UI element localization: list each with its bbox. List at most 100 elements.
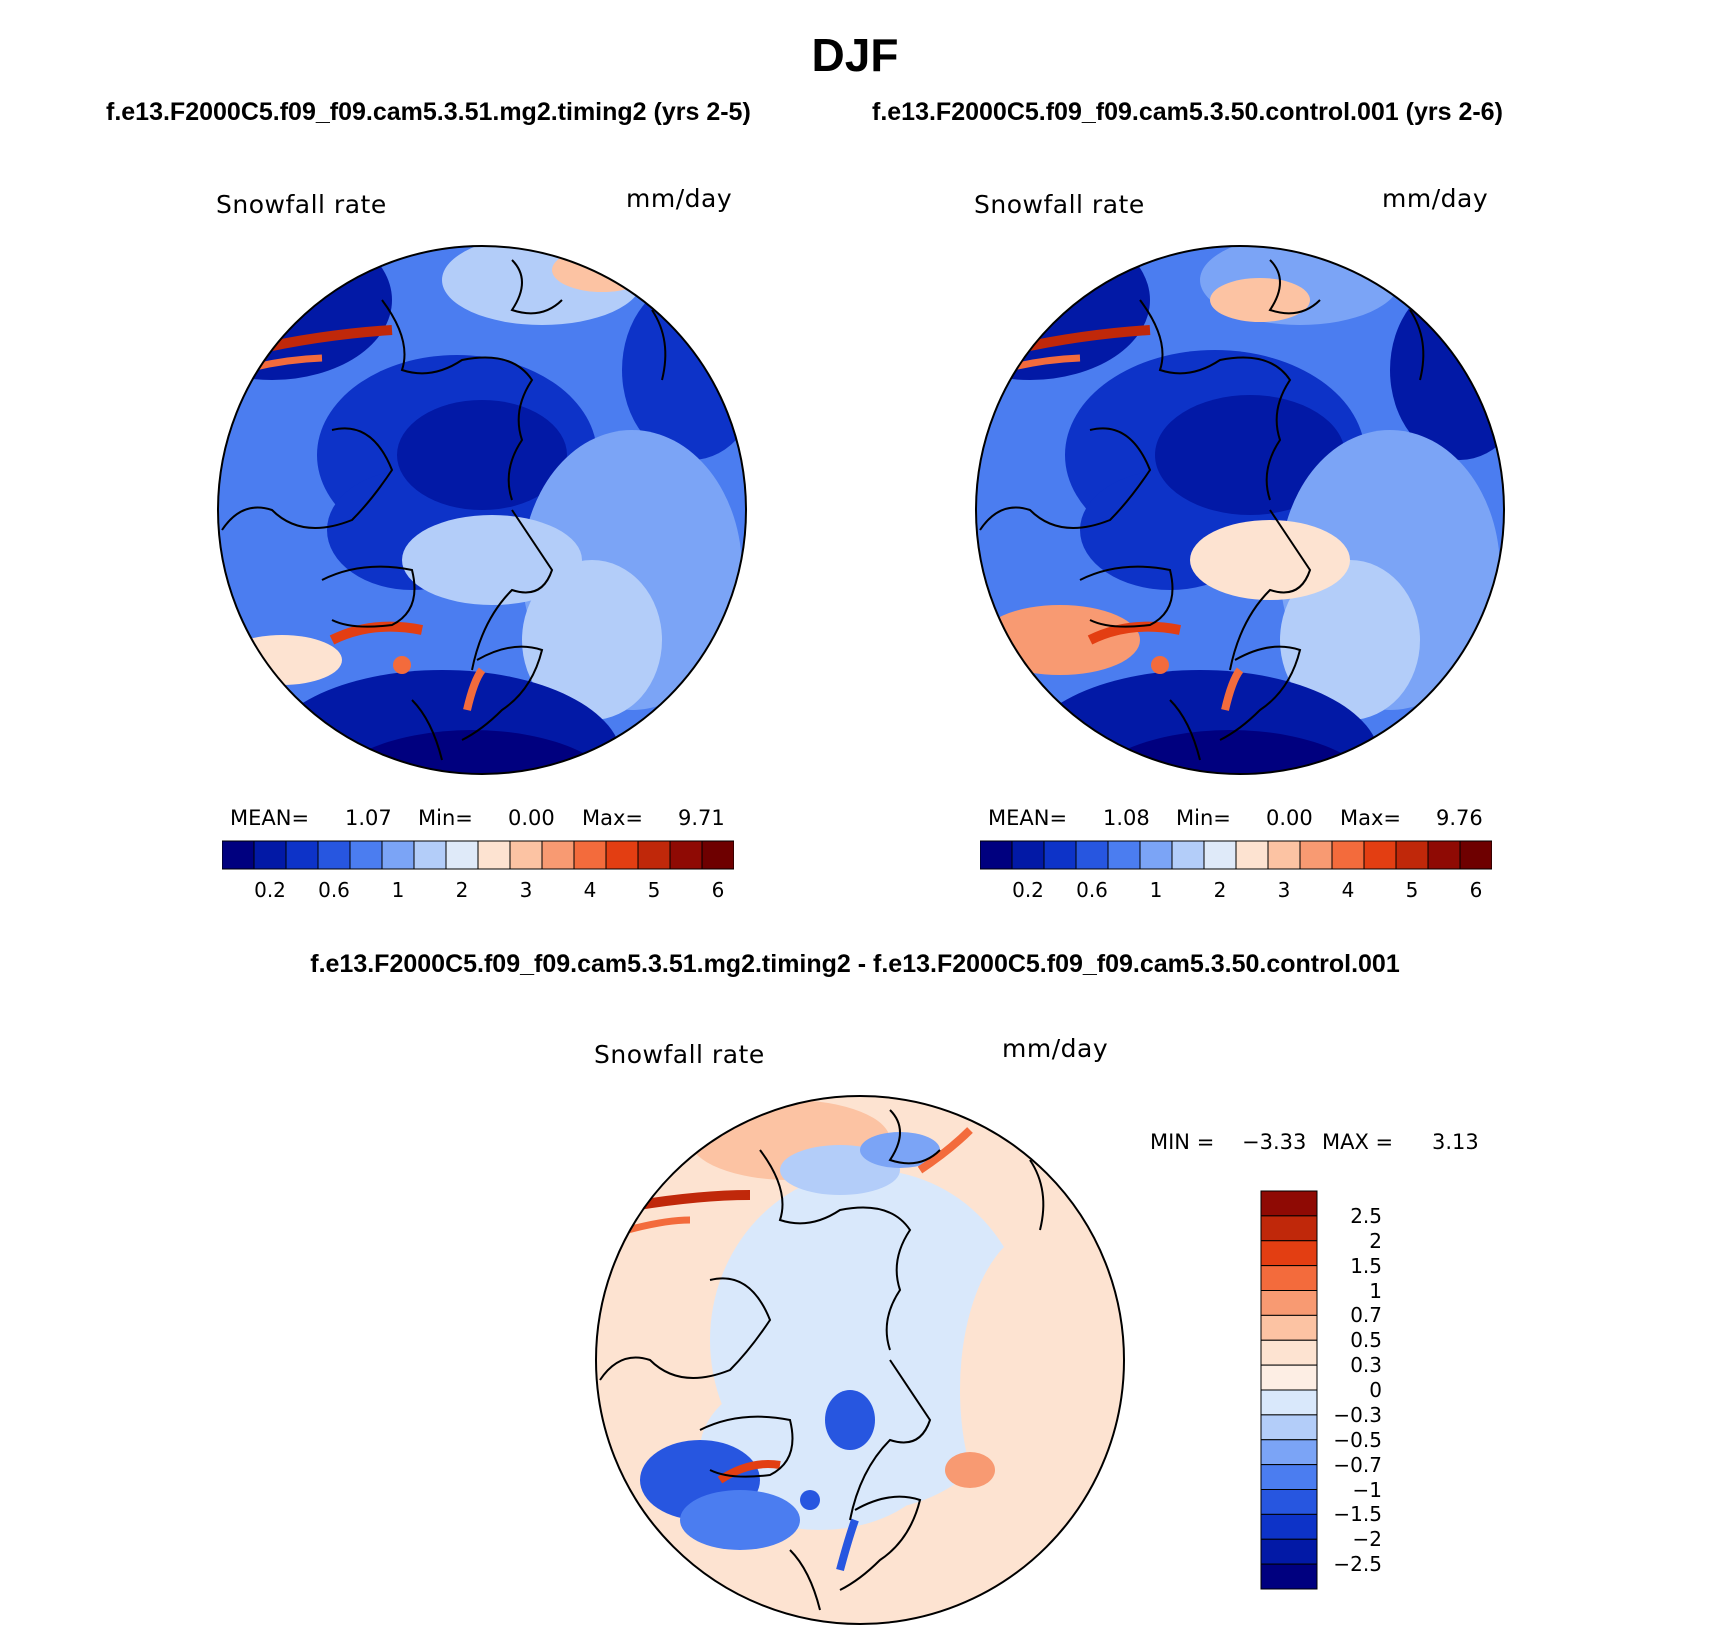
colorbar-swatch xyxy=(573,840,607,870)
diff-colorbar-tick-label: −1 xyxy=(1352,1477,1382,1502)
colorbar-swatch xyxy=(701,840,734,870)
colorbar-swatch xyxy=(349,840,383,870)
panel-2-variable-label: Snowfall rate xyxy=(974,190,1145,219)
diff-colorbar-tick-label: −1.5 xyxy=(1333,1502,1382,1527)
colorbar-swatch xyxy=(413,840,447,870)
colorbar-tick-label: 4 xyxy=(1341,878,1355,902)
panel-2-mean-value: 1.08 xyxy=(1103,806,1150,830)
colorbar-tick-label: 6 xyxy=(1469,878,1483,902)
colorbar-swatch xyxy=(445,840,479,870)
panel-2-min-label: Min= xyxy=(1176,806,1231,830)
colorbar-tick-label: 2 xyxy=(1213,878,1227,902)
diff-min-label: MIN = xyxy=(1150,1130,1215,1154)
diff-colorbar-swatch xyxy=(1260,1464,1318,1490)
diff-colorbar-tick-label: 1.5 xyxy=(1350,1253,1382,1278)
colorbar-tick-label: 0.6 xyxy=(1076,878,1108,902)
diff-units-label: mm/day xyxy=(1002,1034,1109,1063)
colorbar-swatch xyxy=(1043,840,1077,870)
colorbar-tick-label: 5 xyxy=(1405,878,1419,902)
colorbar-tick-label: 3 xyxy=(519,878,533,902)
diff-min-value: −3.33 xyxy=(1242,1130,1307,1154)
diff-colorbar-tick-label: 0.3 xyxy=(1350,1353,1382,1378)
panel-1-max-label: Max= xyxy=(582,806,644,830)
diff-variable-label: Snowfall rate xyxy=(594,1040,765,1069)
diff-colorbar-swatch xyxy=(1260,1513,1318,1540)
panel-2-units-label: mm/day xyxy=(1382,184,1489,213)
diff-max-label: MAX = xyxy=(1322,1130,1394,1154)
colorbar-swatch xyxy=(541,840,575,870)
panel-2-polar-map xyxy=(975,245,1505,775)
colorbar-swatch xyxy=(1427,840,1461,870)
panel-1-mean-label: MEAN= xyxy=(230,806,310,830)
diff-colorbar-tick-label: 2 xyxy=(1369,1228,1382,1253)
diff-colorbar-tick-label: 1 xyxy=(1369,1278,1382,1303)
diff-colorbar-tick-label: 0.5 xyxy=(1350,1328,1382,1353)
figure-title: DJF xyxy=(811,29,899,81)
colorbar-swatch xyxy=(1459,840,1492,870)
colorbar-swatch xyxy=(509,840,543,870)
diff-colorbar-swatch xyxy=(1260,1290,1318,1316)
colorbar-tick-label: 2 xyxy=(455,878,469,902)
colorbar-swatch xyxy=(477,840,511,870)
diff-polar-map xyxy=(595,1095,1125,1625)
diff-colorbar-swatch xyxy=(1260,1489,1318,1515)
panel-2-colorbar xyxy=(980,840,1492,870)
panel-1-min-label: Min= xyxy=(418,806,473,830)
colorbar-swatch xyxy=(1203,840,1237,870)
colorbar-swatch xyxy=(222,840,255,870)
colorbar-swatch xyxy=(285,840,319,870)
colorbar-swatch xyxy=(381,840,415,870)
diff-colorbar-swatch xyxy=(1260,1414,1318,1441)
diff-max-value: 3.13 xyxy=(1432,1130,1479,1154)
panel-2-mean-label: MEAN= xyxy=(988,806,1068,830)
colorbar-tick-label: 6 xyxy=(711,878,725,902)
diff-colorbar xyxy=(1260,1190,1318,1590)
panel-2-max-value: 9.76 xyxy=(1436,806,1483,830)
colorbar-swatch xyxy=(1171,840,1205,870)
colorbar-tick-label: 0.2 xyxy=(254,878,286,902)
diff-title: f.e13.F2000C5.f09_f09.cam5.3.51.mg2.timi… xyxy=(310,950,1400,978)
colorbar-swatch xyxy=(980,840,1013,870)
diff-colorbar-swatch xyxy=(1260,1215,1318,1242)
colorbar-swatch xyxy=(1299,840,1333,870)
diff-colorbar-tick-label: 0.7 xyxy=(1350,1303,1382,1328)
diff-colorbar-swatch xyxy=(1260,1538,1318,1565)
diff-colorbar-swatch xyxy=(1260,1314,1318,1341)
panel-1-case-title: f.e13.F2000C5.f09_f09.cam5.3.51.mg2.timi… xyxy=(106,98,751,126)
colorbar-tick-label: 3 xyxy=(1277,878,1291,902)
diff-colorbar-swatch xyxy=(1260,1364,1318,1391)
diff-colorbar-swatch xyxy=(1260,1190,1318,1217)
diff-colorbar-tick-label: −2 xyxy=(1352,1527,1382,1552)
diff-colorbar-tick-label: 0 xyxy=(1369,1378,1382,1402)
panel-1-variable-label: Snowfall rate xyxy=(216,190,387,219)
diff-colorbar-swatch xyxy=(1260,1389,1318,1416)
colorbar-swatch xyxy=(669,840,703,870)
panel-1-colorbar xyxy=(222,840,734,870)
diff-colorbar-tick-label: −0.7 xyxy=(1333,1452,1382,1477)
colorbar-swatch xyxy=(1011,840,1045,870)
colorbar-swatch xyxy=(1331,840,1365,870)
panel-1-polar-map xyxy=(217,245,747,775)
colorbar-swatch xyxy=(1235,840,1269,870)
colorbar-tick-label: 0.6 xyxy=(318,878,350,902)
colorbar-tick-label: 1 xyxy=(1149,878,1163,902)
diff-colorbar-swatch xyxy=(1260,1563,1318,1590)
colorbar-swatch xyxy=(1107,840,1141,870)
colorbar-tick-label: 5 xyxy=(647,878,661,902)
diff-colorbar-tick-label: −2.5 xyxy=(1333,1552,1382,1577)
panel-1-units-label: mm/day xyxy=(626,184,733,213)
colorbar-swatch xyxy=(605,840,639,870)
diff-colorbar-tick-label: −0.3 xyxy=(1333,1402,1382,1427)
colorbar-swatch xyxy=(1395,840,1429,870)
diff-colorbar-swatch xyxy=(1260,1265,1318,1291)
diff-colorbar-swatch xyxy=(1260,1339,1318,1366)
colorbar-swatch xyxy=(317,840,351,870)
colorbar-swatch xyxy=(1267,840,1301,870)
colorbar-swatch xyxy=(1139,840,1173,870)
panel-1-mean-value: 1.07 xyxy=(345,806,392,830)
panel-2-max-label: Max= xyxy=(1340,806,1402,830)
diff-colorbar-swatch xyxy=(1260,1439,1318,1466)
diff-colorbar-tick-label: −0.5 xyxy=(1333,1427,1382,1452)
colorbar-swatch xyxy=(1363,840,1397,870)
colorbar-tick-label: 0.2 xyxy=(1012,878,1044,902)
